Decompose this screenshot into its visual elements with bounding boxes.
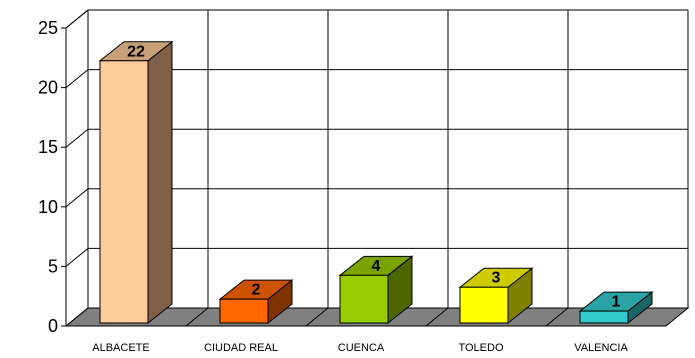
y-tick-diagonal	[65, 307, 89, 327]
y-tick-label: 5	[48, 256, 58, 276]
x-tick-label: CIUDAD REAL	[204, 342, 278, 354]
bar	[218, 279, 294, 325]
floor-divider	[545, 307, 569, 327]
floor-divider	[425, 307, 449, 327]
bar-front	[339, 274, 389, 324]
labels: 22 ALBACETE 2 CIUDAD REAL 4 CUENCA 3 TOLEDO 1 VAL…	[92, 43, 628, 354]
y-tick-label: 15	[38, 137, 58, 157]
y-tick-label: 25	[38, 18, 58, 38]
bar	[338, 255, 414, 325]
bars	[98, 40, 654, 325]
floor-divider	[185, 307, 209, 327]
y-tick-label: 0	[48, 316, 58, 336]
x-tick-label: ALBACETE	[92, 342, 149, 354]
bar-front	[219, 298, 269, 324]
bar-front	[579, 310, 629, 324]
bar-front	[99, 60, 149, 324]
bar-side	[147, 40, 173, 325]
y-tick-diagonal	[65, 9, 89, 29]
bar	[578, 291, 654, 325]
floor-divider	[305, 307, 329, 327]
data-label: 3	[492, 270, 501, 287]
x-tick-label: CUENCA	[338, 342, 385, 354]
y-tick-diagonal	[65, 248, 89, 267]
chart-wall	[87, 9, 689, 309]
bar-front	[459, 286, 509, 324]
data-label: 4	[372, 258, 381, 275]
data-label: 1	[612, 294, 621, 311]
y-tick-label: 20	[38, 78, 58, 98]
bar	[458, 267, 534, 325]
bar	[98, 40, 174, 325]
y-tick-label: 10	[38, 197, 58, 217]
data-label: 2	[252, 282, 261, 299]
y-tick-diagonal	[65, 188, 89, 208]
y-axis: 0 5 10 15 20 25	[38, 9, 89, 336]
y-tick-diagonal	[65, 128, 89, 148]
data-label: 22	[127, 43, 145, 60]
y-tick-diagonal	[65, 69, 89, 88]
x-tick-label: VALENCIA	[574, 342, 628, 354]
x-tick-label: TOLEDO	[458, 342, 503, 354]
